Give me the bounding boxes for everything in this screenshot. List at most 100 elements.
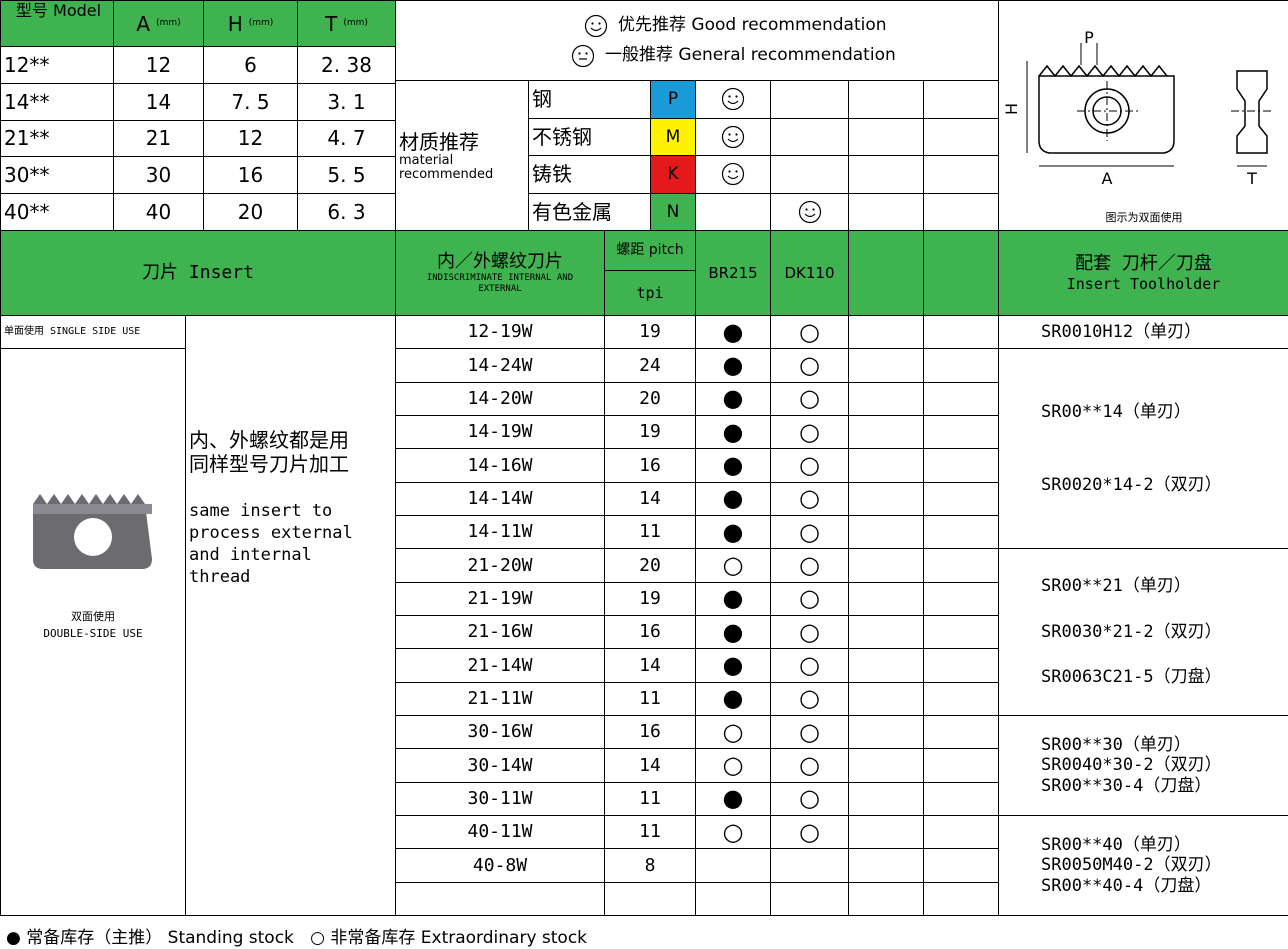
drawing-label: A (1102, 169, 1113, 188)
blank-cell (923, 348, 999, 383)
blank-cell (923, 681, 999, 716)
stock-cell: ● (695, 348, 771, 383)
thread-cell: 40-11W (395, 814, 605, 850)
size-cell: 2. 38 (297, 46, 396, 84)
thread-cell: 14-11W (395, 514, 605, 550)
holder-text: SR00**30（单刃） (1041, 734, 1191, 755)
size-value: 4. 7 (327, 126, 366, 151)
single-side-label: 单面使用 SINGLE SIDE USE (4, 326, 141, 338)
material-name-cell: 铸铁 (528, 155, 651, 194)
stock-cell: ● (695, 381, 771, 416)
size-cell: 5. 5 (297, 156, 396, 195)
stock-cell: ○ (695, 714, 771, 750)
stock-mark: ● (722, 617, 744, 646)
tpi-cell: 8 (604, 848, 696, 883)
size-value: 21** (4, 126, 50, 151)
holder-text: SR0030*21-2（双刃） (1041, 621, 1222, 642)
size-value: 14** (4, 89, 50, 114)
tpi-value: 11 (639, 787, 661, 809)
stock-mark: ● (722, 484, 744, 513)
size-header-label: 型号 Model (15, 1, 102, 20)
material-rec-cell (770, 117, 849, 156)
stock-cell: ○ (695, 814, 771, 850)
stock-mark: ● (722, 517, 744, 546)
blank-cell (848, 381, 924, 416)
material-rec-cell (695, 80, 771, 119)
material-rec-cell (770, 155, 849, 194)
blank-cell (923, 581, 999, 616)
thread-code: 21-11W (467, 687, 533, 709)
stock-mark: ○ (799, 317, 820, 346)
blank-header (848, 230, 924, 316)
stock-mark: ○ (799, 751, 820, 780)
thread-cell: 21-11W (395, 681, 605, 716)
material-code-cell: N (650, 192, 696, 231)
stock-mark: ○ (799, 484, 820, 513)
size-header: T (mm) (297, 0, 396, 47)
stock-cell: ● (695, 514, 771, 550)
tpi-value: 20 (639, 554, 661, 576)
material-rec-cell (770, 80, 849, 119)
drawing-label: H (1002, 103, 1021, 115)
tpi-cell: 14 (604, 748, 696, 783)
size-cell: 21 (113, 119, 204, 158)
stock-cell: ● (695, 481, 771, 516)
tpi-value: 19 (639, 421, 661, 443)
tpi-value: 11 (639, 821, 661, 843)
material-name-cell: 钢 (528, 80, 651, 119)
tpi-value: 19 (639, 321, 661, 343)
blank-cell (848, 748, 924, 783)
thread-code: 40-8W (472, 854, 528, 876)
description-cn: 同样型号刀片加工 (189, 452, 349, 476)
thread-cell: 21-14W (395, 648, 605, 683)
size-header-unit: (mm) (248, 18, 274, 29)
size-value: 16 (237, 163, 264, 188)
size-cell: 14 (113, 82, 204, 121)
stock-mark: ● (722, 417, 744, 446)
stock-cell: ● (695, 448, 771, 483)
stock-mark: ○ (722, 717, 744, 746)
stock-cell: ● (695, 614, 771, 650)
stock-mark: ○ (799, 517, 820, 546)
tpi-value: 11 (639, 521, 661, 543)
holder-cell: SR00**14（单刃） SR0020*14-2（双刃） (998, 348, 1288, 550)
size-value: 40** (4, 200, 50, 225)
stock-cell: ○ (770, 548, 849, 583)
size-cell: 12 (113, 46, 204, 84)
drawing-label: T (1246, 169, 1257, 188)
blank-cell (848, 448, 924, 483)
description-en: and internal (189, 545, 312, 566)
size-header-unit: (mm) (343, 18, 368, 29)
size-cell: 16 (203, 156, 298, 195)
thread-code: 14-16W (467, 454, 533, 476)
pitch-header: 螺距 pitch (604, 230, 696, 271)
footer: ● 常备库存（主推） Standing stock ○ 非常备库存 Extrao… (6, 923, 587, 948)
size-value: 21 (145, 126, 172, 151)
stock-mark: ● (722, 451, 744, 480)
blank-cell (923, 548, 999, 583)
smiley-icon (798, 200, 821, 223)
thread-code: 12-19W (467, 321, 533, 343)
size-header-label: T (325, 11, 338, 36)
blank-cell (848, 348, 924, 383)
blank-cell (848, 781, 924, 816)
thread-code: 14-24W (467, 354, 533, 376)
single-side-cell: 单面使用 SINGLE SIDE USE (0, 315, 186, 350)
blank-cell (848, 80, 924, 119)
blank-cell (923, 315, 999, 350)
blank-cell (848, 648, 924, 683)
holder-cell: SR0010H12（单刃） (998, 315, 1288, 350)
size-cell: 30** (0, 156, 114, 195)
stock-cell: ● (695, 681, 771, 716)
thread-cell: 12-19W (395, 315, 605, 350)
legend-row: 一般推荐 General recommendation (571, 44, 896, 68)
material-name-cell: 不锈钢 (528, 117, 651, 156)
size-header: H (mm) (203, 0, 298, 47)
holder-text: SR0063C21-5（刀盘） (1041, 667, 1222, 688)
size-cell: 40 (113, 193, 204, 231)
material-code: K (667, 164, 679, 185)
blank-cell (848, 155, 924, 194)
tpi-cell: 20 (604, 381, 696, 416)
size-value: 3. 1 (327, 89, 366, 114)
blank-cell (923, 481, 999, 516)
